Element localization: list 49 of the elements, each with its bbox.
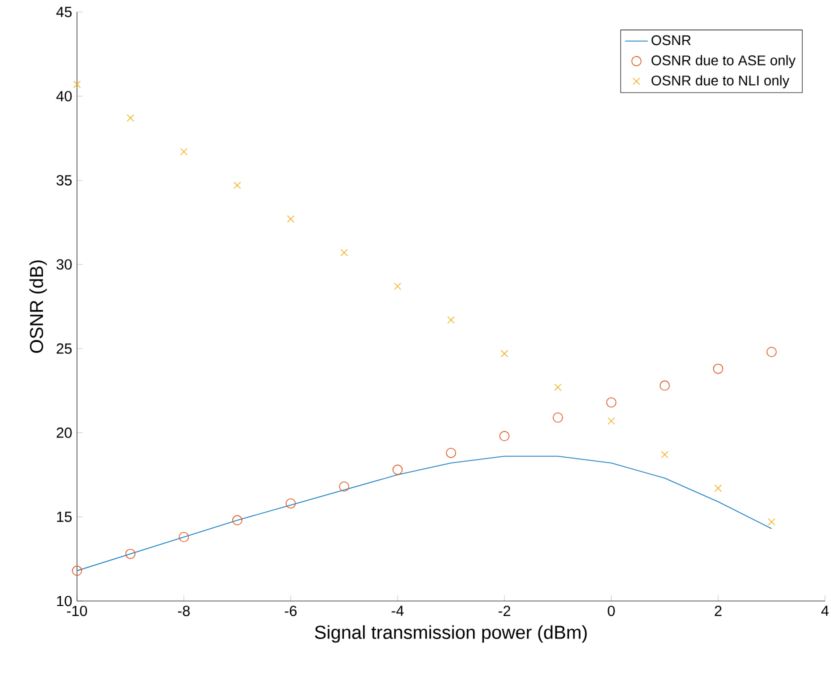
y-tick-label: 40 xyxy=(56,90,72,102)
point xyxy=(125,548,136,559)
y-tick-label: 15 xyxy=(57,512,72,522)
x-tick-label: -6 xyxy=(284,606,297,616)
point xyxy=(339,482,350,492)
y-tick-label: 10 xyxy=(57,596,72,606)
point xyxy=(287,215,294,223)
x-tick-label: -8 xyxy=(178,606,190,616)
x-axis-title: Signal transmission power (dBm) xyxy=(314,625,587,643)
legend-label: OSNR xyxy=(652,35,691,46)
point xyxy=(234,182,241,190)
x-tick-label: -2 xyxy=(498,606,510,616)
legend-label: OSNR due to NLI only xyxy=(652,75,790,88)
point xyxy=(446,448,456,458)
y-tick-label: 45 xyxy=(56,6,72,18)
point xyxy=(180,148,188,156)
point xyxy=(608,417,615,425)
point xyxy=(768,518,776,526)
point xyxy=(232,515,242,526)
point xyxy=(499,431,510,442)
x-tick-label: 2 xyxy=(714,606,722,616)
point xyxy=(126,114,134,122)
y-tick-label: 20 xyxy=(56,428,72,438)
point xyxy=(394,282,402,290)
point xyxy=(606,397,616,408)
x-tick-label: -10 xyxy=(67,606,88,616)
point xyxy=(340,248,348,256)
point xyxy=(72,566,82,576)
y-tick-label: 35 xyxy=(56,175,72,186)
point xyxy=(766,346,777,358)
point xyxy=(661,450,668,458)
legend-label: OSNR due to ASE only xyxy=(652,55,796,68)
point xyxy=(73,80,81,88)
y-tick-label: 25 xyxy=(56,343,72,354)
x-tick-label: 4 xyxy=(821,606,829,616)
y-tick-label: 30 xyxy=(56,259,72,270)
point xyxy=(554,384,562,391)
point xyxy=(714,484,722,492)
point xyxy=(660,380,670,391)
point xyxy=(392,464,403,475)
point xyxy=(447,316,455,324)
x-tick-label: -4 xyxy=(392,606,404,616)
y-axis-title: OSNR (dB) xyxy=(29,260,47,353)
point xyxy=(552,412,563,423)
point xyxy=(178,532,189,542)
point xyxy=(713,364,724,374)
point xyxy=(286,498,296,508)
x-tick-label: 0 xyxy=(608,606,615,616)
point xyxy=(500,350,508,358)
